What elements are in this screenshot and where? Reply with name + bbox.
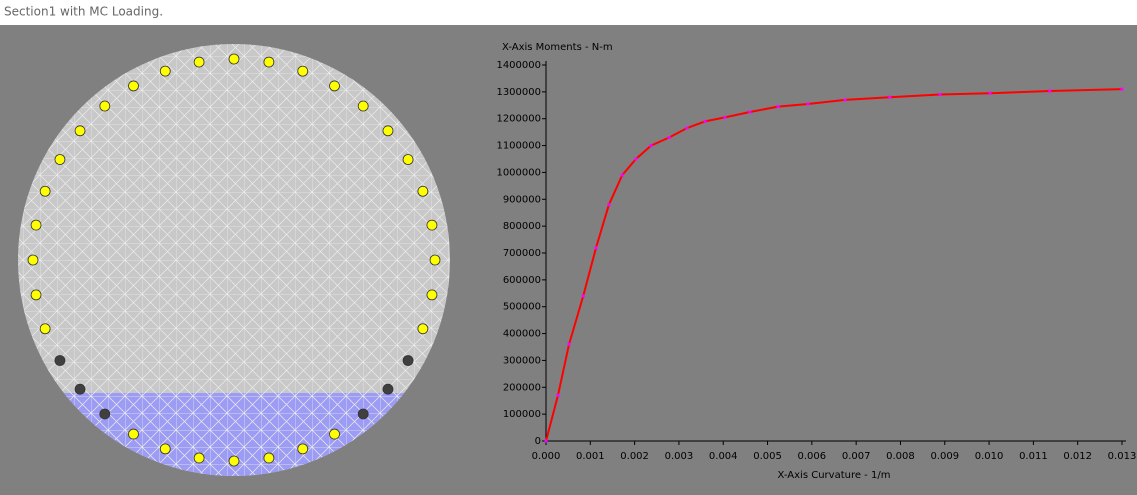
rebar (99, 100, 111, 112)
rebar (426, 219, 438, 231)
point (649, 144, 653, 148)
y-tick-label: 400000 (503, 329, 541, 340)
rebar (357, 408, 369, 420)
rebar (27, 254, 39, 266)
y-tick-label: 700000 (503, 248, 541, 259)
point (594, 246, 598, 250)
point (556, 393, 560, 397)
point (567, 342, 571, 346)
rebar (382, 125, 394, 137)
rebar (402, 154, 414, 165)
title-bar (0, 0, 1137, 25)
point (843, 98, 847, 102)
rebar (39, 323, 51, 335)
y-tick-label: 1400000 (496, 60, 541, 71)
point (544, 439, 548, 443)
point (667, 136, 671, 140)
x-tick-label: 0.004 (709, 451, 738, 462)
y-tick-label: 900000 (503, 194, 541, 205)
series-line (545, 88, 1123, 442)
rebar (228, 455, 240, 467)
x-tick-label: 0.010 (975, 451, 1004, 462)
point (1048, 89, 1052, 93)
rebar (382, 383, 394, 395)
rebar (54, 355, 66, 366)
y-tick-label: 600000 (503, 275, 541, 286)
window-title: Section1 with MC Loading. (4, 5, 163, 19)
x-tick-label: 0.005 (753, 451, 782, 462)
x-tick-label: 0.007 (842, 451, 871, 462)
rebar (74, 125, 86, 137)
x-tick-label: 0.009 (930, 451, 959, 462)
rebar (30, 219, 42, 231)
rebar (417, 185, 429, 197)
rebar (263, 56, 275, 68)
chart: X-Axis Moments - N-m X-Axis Curvature - 1… (496, 42, 1136, 481)
y-tick-label: 0 (535, 436, 541, 447)
rebar (193, 452, 205, 464)
point (938, 93, 942, 97)
x-tick-label: 0.011 (1019, 451, 1048, 462)
rebar (357, 100, 369, 112)
rebar (74, 383, 86, 395)
point (988, 91, 992, 95)
point (1120, 87, 1124, 91)
x-tick-label: 0.012 (1063, 451, 1092, 462)
y-tick-label: 100000 (503, 409, 541, 420)
x-axis-label: X-Axis Curvature - 1/m (778, 470, 891, 481)
x-tick-label: 0.008 (886, 451, 915, 462)
y-tick-label: 1000000 (496, 167, 541, 178)
rebar (402, 355, 414, 366)
rebar (39, 185, 51, 197)
x-tick-label: 0.003 (665, 451, 694, 462)
point (685, 126, 689, 130)
point (703, 119, 707, 123)
rebar (263, 452, 275, 464)
point (620, 173, 624, 177)
rebar (99, 408, 111, 420)
rebar (297, 443, 309, 455)
mesh (18, 44, 450, 476)
y-tick-label: 300000 (503, 355, 541, 366)
y-tick-label: 500000 (503, 302, 541, 313)
rebar (128, 428, 139, 440)
rebar (228, 53, 240, 65)
point (748, 110, 752, 114)
rebar (297, 65, 309, 77)
rebar (329, 428, 340, 440)
rebar (128, 80, 139, 92)
y-tick-label: 1200000 (496, 114, 541, 125)
y-tick-label: 200000 (503, 382, 541, 393)
x-tick-label: 0.001 (576, 451, 605, 462)
x-tick-label: 0.002 (620, 451, 649, 462)
rebar (429, 254, 441, 266)
y-axis-label: X-Axis Moments - N-m (502, 42, 613, 53)
point (806, 102, 810, 106)
rebar (159, 443, 171, 455)
rebar (193, 56, 205, 68)
rebars (27, 53, 441, 467)
rebar (159, 65, 171, 77)
point (607, 203, 611, 207)
y-tick-label: 1300000 (496, 87, 541, 98)
point (634, 157, 638, 161)
rebar (54, 154, 66, 165)
rebar (30, 289, 42, 301)
section (18, 44, 450, 476)
rebar (417, 323, 429, 335)
x-tick-label: 0.006 (798, 451, 827, 462)
y-tick-label: 800000 (503, 221, 541, 232)
point (888, 95, 892, 99)
point (776, 105, 780, 109)
x-tick-label: 0.013 (1108, 451, 1137, 462)
rebar (329, 80, 340, 92)
point (581, 294, 585, 298)
x-tick-label: 0.000 (532, 451, 561, 462)
y-tick-label: 1100000 (496, 141, 541, 152)
point (723, 115, 727, 119)
rebar (426, 289, 438, 301)
